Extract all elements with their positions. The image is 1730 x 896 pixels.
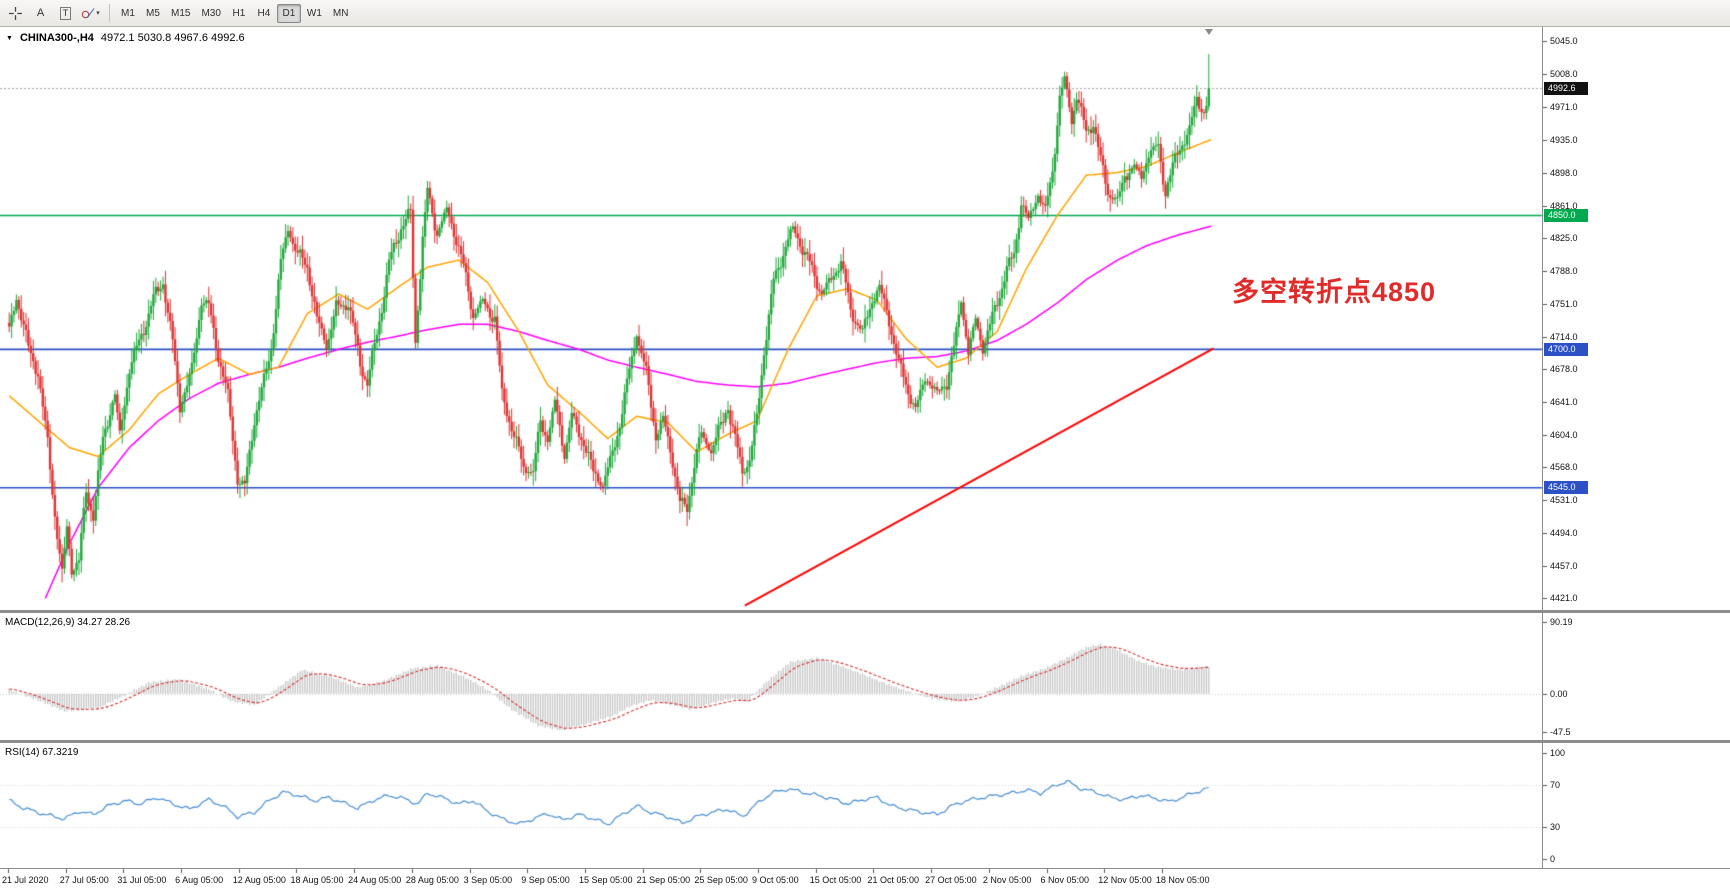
time-tick-label: 9 Oct 05:00 — [752, 875, 799, 885]
timeframe-button-MN[interactable]: MN — [332, 7, 349, 19]
toolbar-separator — [109, 4, 110, 22]
chart-title: ▼ CHINA300-,H4 4972.1 5030.8 4967.6 4992… — [6, 32, 245, 44]
price-tick: 4421.0 — [1550, 593, 1578, 604]
price-tick: 4751.0 — [1550, 298, 1578, 309]
macd-values: 34.27 28.26 — [77, 617, 131, 628]
price-tick: 4457.0 — [1550, 561, 1578, 572]
chart-shift-marker[interactable] — [1205, 29, 1213, 35]
price-tick: 5045.0 — [1550, 36, 1578, 47]
ohlc-values: 4972.1 5030.8 4967.6 4992.6 — [100, 32, 245, 44]
rsi-value: 67.3219 — [42, 747, 79, 758]
time-tick-label: 15 Oct 05:00 — [809, 875, 862, 885]
toolbar: A T ▾ M1 M5 M15 M30 H1 H4 D1 W1 MN — [0, 0, 1730, 27]
price-tick: 4788.0 — [1550, 265, 1578, 276]
price-tick: 4971.0 — [1550, 102, 1578, 113]
timeframe-button-W1[interactable]: W1 — [306, 7, 322, 19]
price-tick: 4678.0 — [1550, 363, 1578, 374]
time-tick-label: 31 Jul 05:00 — [117, 875, 167, 885]
price-tick: 4861.0 — [1550, 200, 1578, 211]
crosshair-tool[interactable] — [3, 3, 28, 24]
price-tick: 4935.0 — [1550, 134, 1578, 145]
timeframe-button-D1[interactable]: D1 — [276, 3, 301, 23]
timeframe-button-H4[interactable]: H4 — [257, 7, 271, 19]
timeframe-group: M1 M5 M15 M30 H1 H4 D1 W1 MN — [116, 3, 354, 23]
time-tick-label: 24 Aug 05:00 — [348, 875, 402, 885]
price-tick: 4494.0 — [1550, 528, 1578, 539]
time-tick-label: 9 Sep 05:00 — [521, 875, 570, 885]
time-tick-label: 18 Nov 05:00 — [1155, 875, 1210, 885]
rsi-indicator-label: RSI(14) 67.3219 — [5, 747, 78, 758]
timeframe-button-H1[interactable]: H1 — [232, 7, 246, 19]
level-price-badge: 4850.0 — [1544, 208, 1588, 222]
rsi-panel-splitter[interactable] — [0, 740, 1730, 743]
current-price-badge: 4992.6 — [1544, 81, 1588, 95]
time-tick-label: 21 Oct 05:00 — [867, 875, 919, 885]
time-tick-label: 6 Aug 05:00 — [175, 875, 224, 885]
macd-panel-splitter[interactable] — [0, 610, 1730, 613]
price-axis[interactable]: 5045.0 5008.0 4971.0 4935.0 4898.0 4861.0 4825… — [1542, 27, 1730, 868]
time-tick-label: 18 Aug 05:00 — [290, 875, 344, 885]
shapes-dropdown[interactable]: ▾ — [78, 3, 103, 24]
rsi-tick: 30 — [1550, 822, 1561, 833]
text-label-tool[interactable]: A — [28, 3, 53, 24]
time-tick-label: 15 Sep 05:00 — [578, 875, 633, 885]
price-tick: 4898.0 — [1550, 167, 1578, 178]
timeframe-button-M5[interactable]: M5 — [146, 7, 160, 19]
macd-tick: 0.00 — [1550, 688, 1568, 699]
rsi-name: RSI(14) — [5, 747, 40, 758]
rsi-tick: 70 — [1550, 779, 1561, 790]
price-tick: 4604.0 — [1550, 430, 1578, 441]
price-tick: 4531.0 — [1550, 495, 1578, 506]
price-tick: 4568.0 — [1550, 462, 1578, 473]
dropdown-caret-icon: ▾ — [96, 10, 100, 17]
time-tick-label: 12 Nov 05:00 — [1098, 875, 1152, 885]
time-tick-label: 12 Aug 05:00 — [232, 875, 286, 885]
price-tick: 4641.0 — [1550, 397, 1578, 407]
time-tick-label: 21 Jul 2020 — [2, 875, 49, 885]
rsi-tick: 0 — [1550, 854, 1556, 865]
text-box-tool[interactable]: T — [53, 3, 78, 24]
drawing-tools-group: A T ▾ — [3, 3, 103, 24]
timeframe-button-M15[interactable]: M15 — [171, 7, 191, 19]
timeframe-button-M30[interactable]: M30 — [201, 7, 221, 19]
time-tick-label: 27 Jul 05:00 — [59, 875, 109, 885]
time-axis[interactable]: 21 Jul 2020 27 Jul 05:00 31 Jul 05:00 6 Aug… — [0, 868, 1730, 896]
level-price-badge: 4545.0 — [1544, 481, 1588, 495]
rsi-tick: 100 — [1550, 747, 1566, 758]
time-tick-label: 3 Sep 05:00 — [463, 875, 513, 885]
time-tick-label: 2 Nov 05:00 — [982, 875, 1032, 885]
timeframe-button-M1[interactable]: M1 — [121, 7, 135, 19]
macd-tick: -47.5 — [1550, 726, 1571, 737]
symbol-timeframe-label: CHINA300-,H4 — [19, 32, 94, 44]
price-tick: 4714.0 — [1550, 331, 1578, 342]
time-tick-label: 25 Sep 05:00 — [694, 875, 748, 885]
time-tick-label: 21 Sep 05:00 — [636, 875, 691, 885]
price-tick: 5008.0 — [1550, 69, 1578, 80]
macd-tick: 90.19 — [1550, 616, 1573, 627]
text-box-tool-icon: T — [59, 6, 72, 20]
level-price-badge: 4700.0 — [1544, 342, 1588, 356]
time-tick-label: 6 Nov 05:00 — [1040, 875, 1090, 885]
text-label-tool-icon: A — [36, 7, 45, 19]
price-tick: 4825.0 — [1550, 232, 1578, 243]
time-tick-label: 27 Oct 05:00 — [925, 875, 977, 885]
crosshair-icon — [9, 6, 22, 20]
time-tick-label: 28 Aug 05:00 — [405, 875, 459, 885]
annotation-text: 多空转折点4850 — [1232, 277, 1437, 307]
symbol-marker-icon: ▼ — [6, 34, 13, 42]
macd-indicator-label: MACD(12,26,9) 34.27 28.26 — [5, 617, 130, 628]
shapes-icon — [82, 8, 95, 19]
macd-name: MACD(12,26,9) — [5, 617, 75, 628]
